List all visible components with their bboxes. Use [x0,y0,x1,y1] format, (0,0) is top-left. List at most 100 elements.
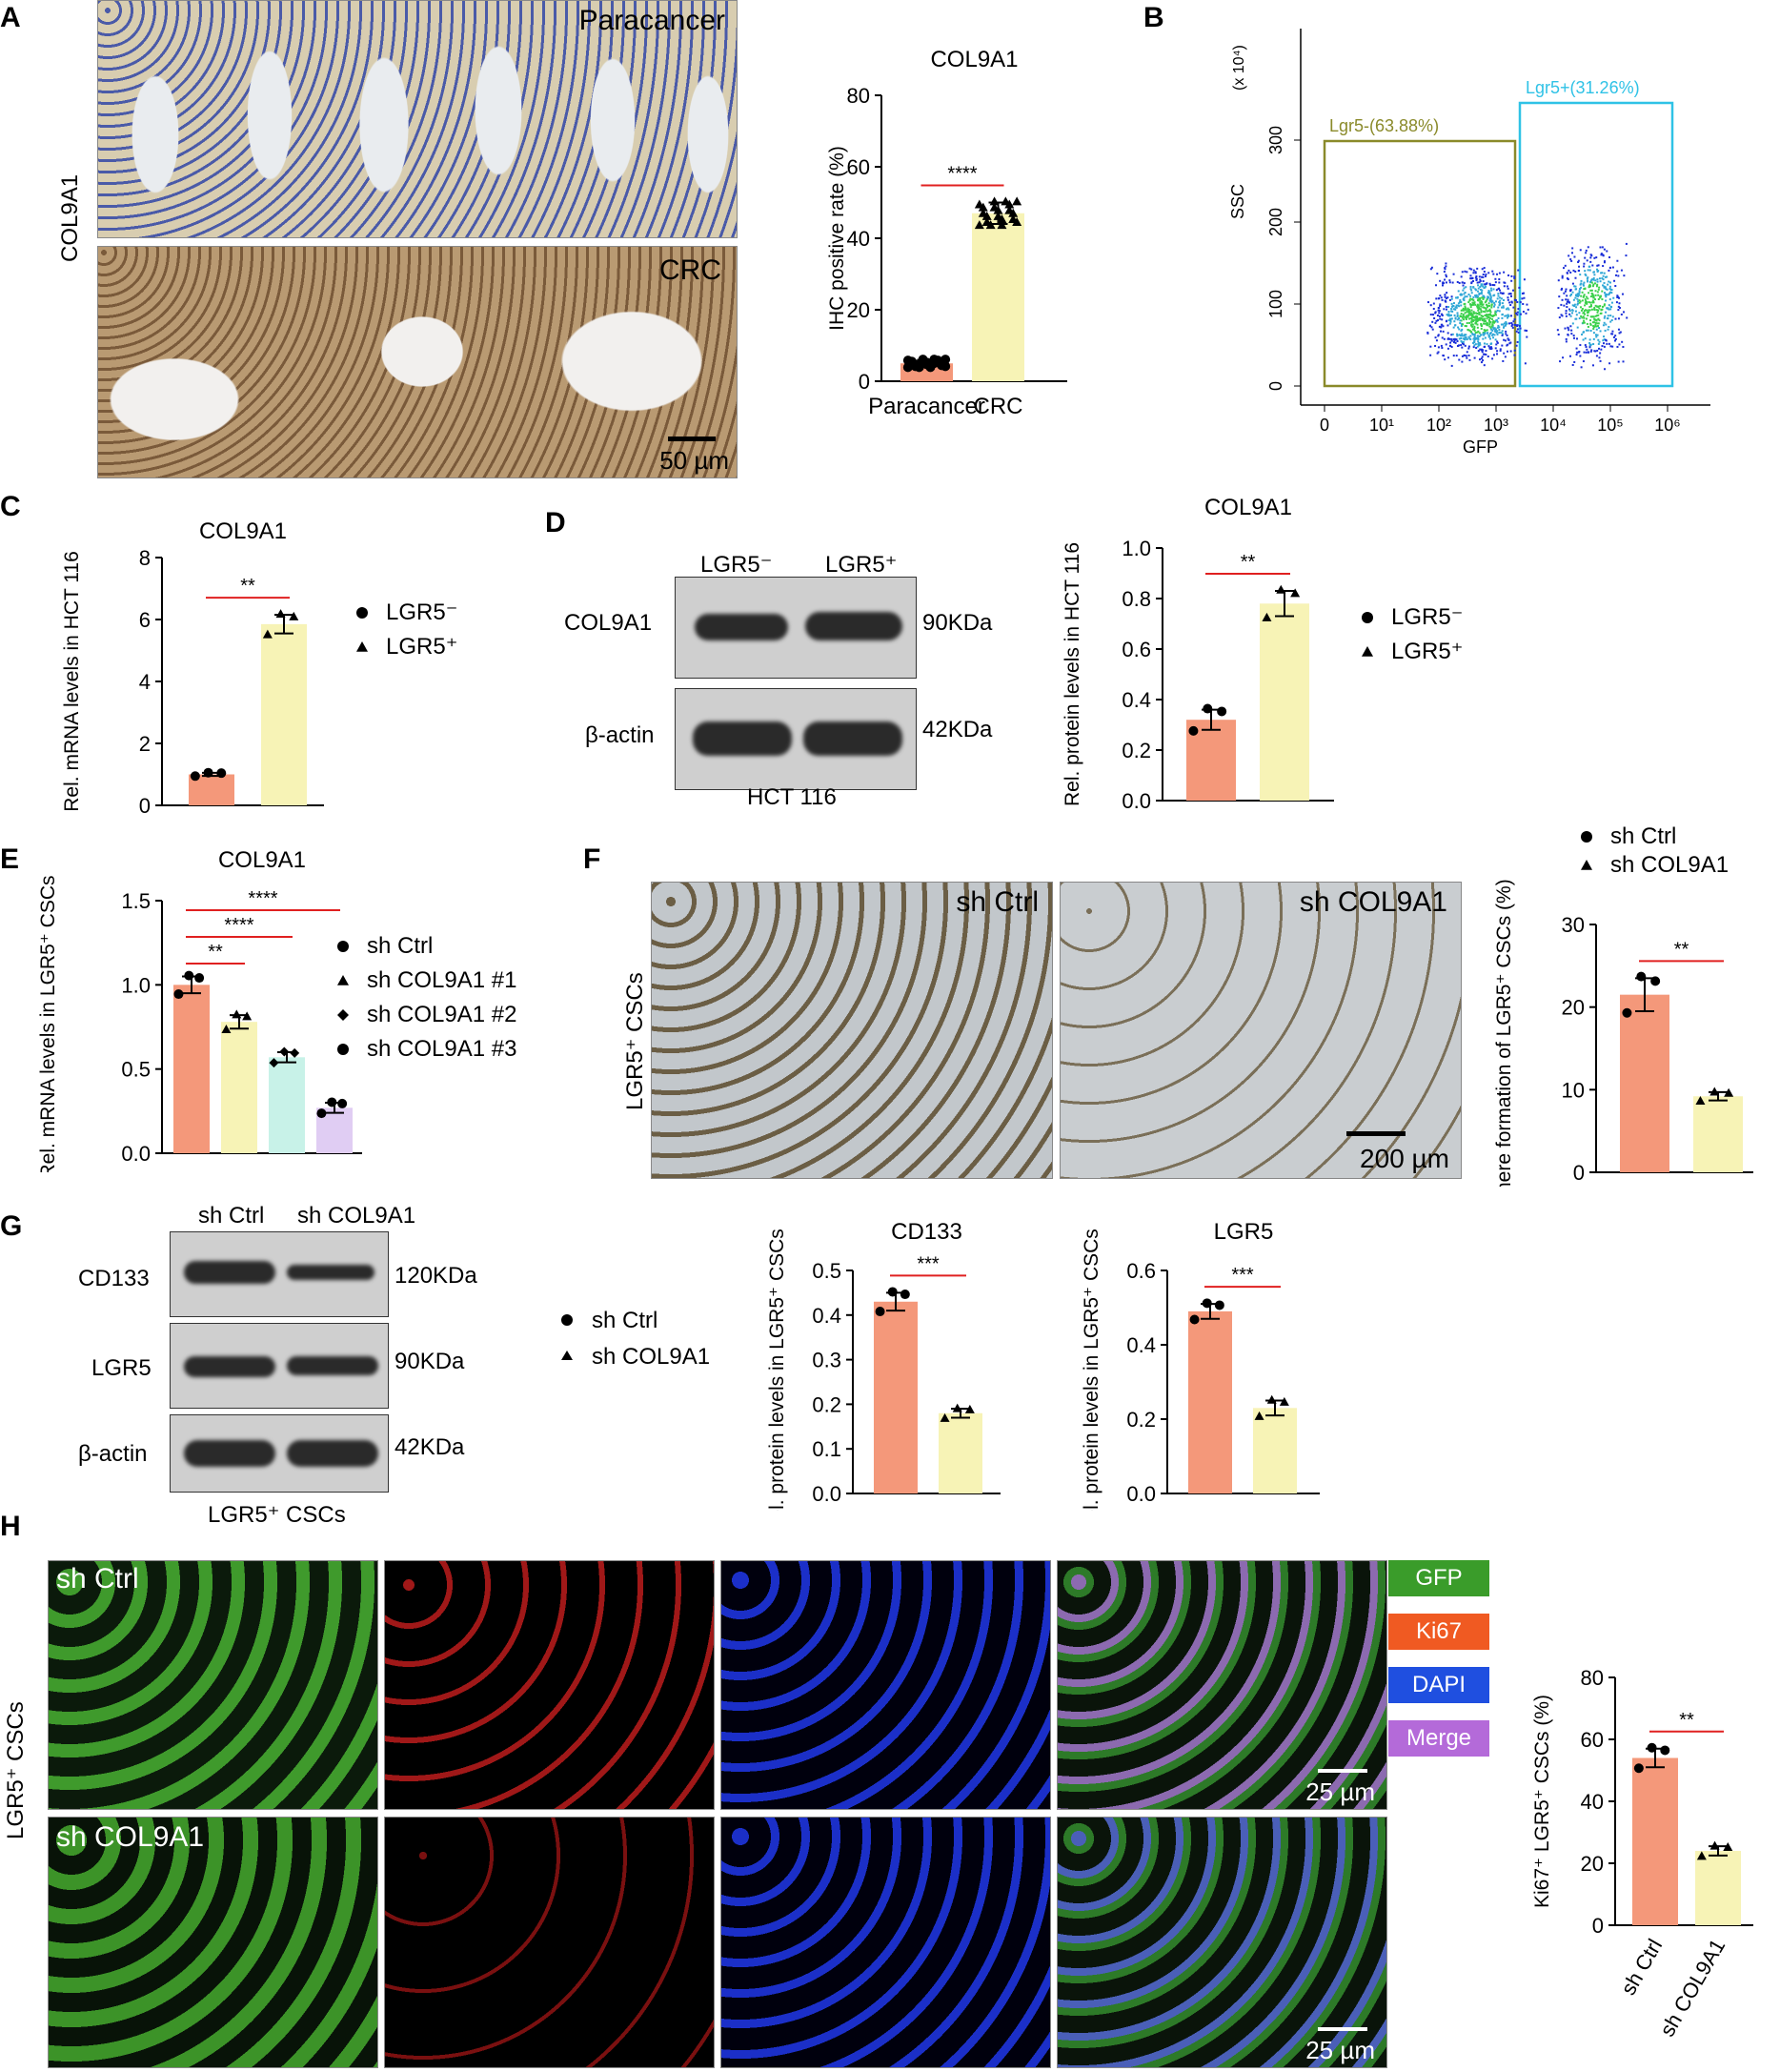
data-point [1622,1007,1632,1018]
chart-a: COL9A1 0 20 40 60 80 IHC positive rate (%) Para… [826,47,1067,419]
bar [1260,603,1309,801]
fluor-ctrl-dapi [720,1560,1051,1810]
y-tick-label: 0 [1592,1914,1604,1938]
blot-d-col9a1 [675,577,917,679]
legend-marker [356,607,368,619]
y-axis-title: IHC positive rate (%) [826,146,848,331]
data-point [989,196,1000,206]
y-tick-label: 10 [1562,1078,1585,1102]
fluor-kd-dapi [720,1817,1051,2068]
panel-label-d: D [545,507,566,538]
bar [269,1057,305,1153]
bar [1695,1851,1741,1925]
legend-marker [337,975,349,985]
y-tick-label: 20 [847,298,870,322]
flow-ylabel: SSC [1228,184,1247,219]
legend-label: sh COL9A1 #1 [367,967,516,993]
data-point [1290,588,1301,598]
data-point [1647,1742,1657,1753]
scale-bar-label: 50 µm [659,446,729,475]
chart-title: COL9A1 [199,518,287,544]
data-point [1004,205,1015,214]
gate-pos-label: Lgr5+(31.26%) [1526,78,1640,97]
blot-g-row1: CD133 [78,1266,150,1291]
ihc-image-crc: CRC 50 µm [97,246,738,478]
flow-x-tick-label: 10⁶ [1654,416,1680,435]
fluor-ctrl-gfp: sh Ctrl [48,1560,378,1810]
data-point [1008,213,1019,223]
flow-y-tick-label: 200 [1266,208,1285,236]
data-point [1214,1300,1224,1310]
significance-label: ** [1241,552,1256,573]
data-point [184,970,194,981]
sphere-col9a1-label: sh COL9A1 [1299,886,1447,918]
legend-g-item-0: sh Ctrl [592,1308,657,1333]
panel-f-row-label: LGR5⁺ CSCs [622,972,648,1110]
data-point [941,355,951,365]
panel-h-row-label: LGR5⁺ CSCs [3,1701,29,1839]
fluor-scale-bar-label-2: 25 µm [1305,2036,1375,2064]
y-axis-title: Sphere formation of LGR5⁺ CSCs (%) [1493,879,1515,1187]
blot-d-row2-kda: 42KDa [922,717,993,742]
data-point [1723,1841,1733,1851]
fluor-kd-gfp: sh COL9A1 [48,1817,378,2068]
blot-g-col2: sh COL9A1 [297,1203,416,1229]
data-point [262,629,273,639]
data-point [974,199,984,209]
y-tick-label: 0.4 [812,1304,841,1328]
blot-g-col1: sh Ctrl [198,1203,265,1229]
bar [1620,994,1669,1172]
legend-marker [337,1009,349,1021]
legend-label: LGR5⁺ [1391,639,1463,664]
data-point [925,362,936,373]
data-point [978,208,988,217]
chart-c: COL9A1 0 2 4 6 8 Rel. mRNA levels in HCT 116 **… [61,518,457,818]
y-tick-label: 1.5 [121,889,151,913]
flow-y-tick-label: 300 [1266,126,1285,154]
data-point [1217,706,1227,717]
flow-y-multiplier: (x 10⁴) [1231,45,1247,91]
sphere-scale-bar-label: 200 µm [1360,1144,1449,1173]
y-tick-label: 1.0 [121,973,151,997]
data-point [1254,1411,1264,1420]
bar [261,623,307,805]
data-point [1650,976,1661,986]
bar [221,1022,257,1153]
y-tick-label: 8 [139,546,151,570]
fluor-kd-label: sh COL9A1 [56,1821,205,1853]
data-point [1189,1314,1200,1325]
y-tick-label: 2 [139,732,151,756]
channel-key-gfp: GFP [1388,1560,1489,1596]
blot-g-row3: β-actin [78,1441,148,1467]
data-point [203,767,213,778]
blot-d-col2: LGR5⁺ [825,552,898,578]
chart-title: COL9A1 [218,847,306,873]
bar [1188,1310,1232,1493]
significance-label: *** [1231,1265,1254,1286]
data-point [1696,1851,1707,1860]
data-point [1633,1763,1644,1774]
chart-g-cd133: CD133 0.0 0.1 0.2 0.3 0.4 0.5 Rel. protein leve… [766,1219,1001,1511]
data-point [875,1307,885,1317]
y-tick-label: 0.0 [121,1142,151,1166]
y-tick-label: 60 [847,155,870,179]
y-tick-label: 0.6 [1122,638,1151,661]
fluor-scale-bar-2 [1318,2027,1367,2031]
y-tick-label: 80 [847,84,870,108]
channel-key-ki67: Ki67 [1388,1614,1489,1650]
blot-d-row2: β-actin [585,722,655,748]
blot-g-row2-kda: 90KDa [394,1349,465,1374]
data-point [940,1412,950,1422]
data-point [242,1011,253,1021]
ihc-crc-label: CRC [659,254,721,286]
flow-x-tick-label: 10⁴ [1540,416,1567,435]
y-tick-label: 0.2 [812,1392,841,1416]
y-axis-title: Rel. protein levels in HCT 116 [1062,542,1083,806]
significance-label: ** [208,942,223,963]
bar [1693,1096,1743,1172]
y-tick-label: 0.0 [1122,789,1151,813]
sphere-image-sh-ctrl: sh Ctrl [651,882,1053,1179]
data-point [1724,1087,1734,1097]
y-axis-title: Rel. mRNA levels in LGR5⁺ CSCs [37,875,59,1172]
chart-title: CD133 [891,1219,962,1245]
